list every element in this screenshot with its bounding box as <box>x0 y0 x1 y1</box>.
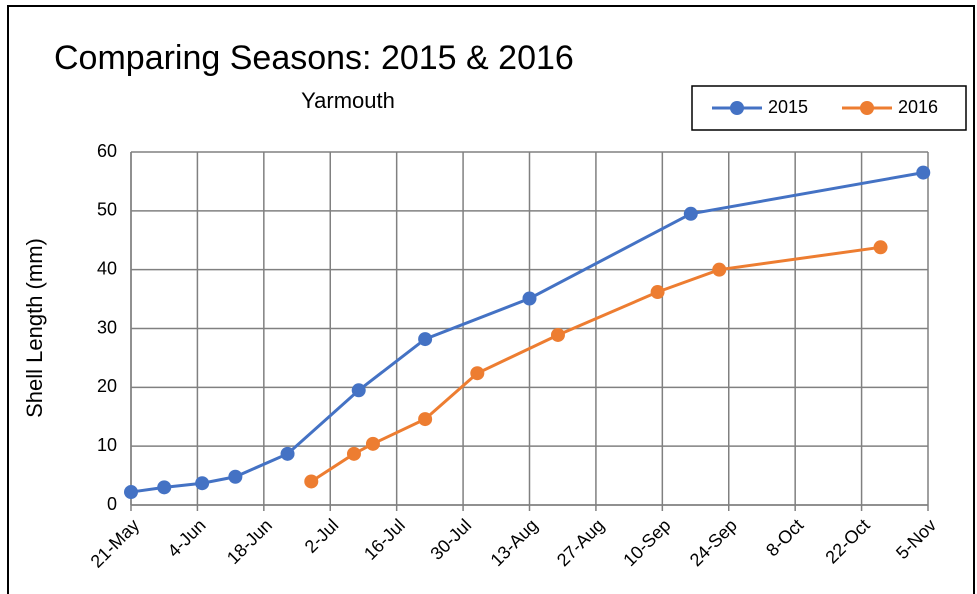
data-point <box>365 436 380 451</box>
data-point <box>650 285 665 300</box>
data-point <box>873 240 888 255</box>
data-point <box>683 206 698 221</box>
y-tick-label: 30 <box>97 317 117 337</box>
y-tick-label: 50 <box>97 200 117 220</box>
y-tick-label: 40 <box>97 258 117 278</box>
y-axis-label: Shell Length (mm) <box>22 238 47 418</box>
legend-marker <box>860 101 874 115</box>
data-point <box>550 327 565 342</box>
data-point <box>228 469 243 484</box>
data-point <box>916 165 931 180</box>
legend-marker <box>730 101 744 115</box>
data-point <box>304 474 319 489</box>
y-tick-label: 20 <box>97 376 117 396</box>
data-point <box>418 332 433 347</box>
data-point <box>346 446 361 461</box>
chart-title: Comparing Seasons: 2015 & 2016 <box>54 39 574 77</box>
legend-label: 2015 <box>768 97 808 117</box>
data-point <box>280 446 295 461</box>
data-point <box>522 291 537 306</box>
data-point <box>470 366 485 381</box>
y-tick-label: 60 <box>97 141 117 161</box>
legend-label: 2016 <box>898 97 938 117</box>
data-point <box>157 480 172 495</box>
data-point <box>195 476 210 491</box>
data-point <box>351 383 366 398</box>
series-line <box>130 171 924 494</box>
data-point <box>124 485 138 500</box>
data-point <box>712 262 727 277</box>
data-point <box>418 412 433 427</box>
chart-subtitle: Yarmouth <box>301 88 395 113</box>
y-tick-label: 10 <box>97 435 117 455</box>
y-tick-label: 0 <box>107 494 117 514</box>
